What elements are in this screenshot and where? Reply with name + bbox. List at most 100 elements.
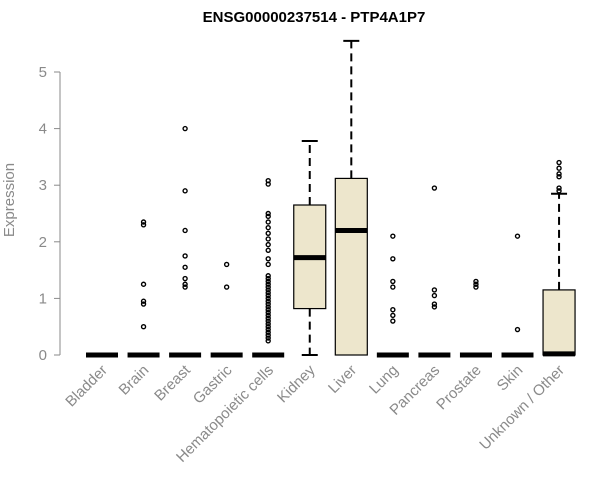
y-tick-label: 0	[39, 347, 47, 364]
box-body	[334, 177, 368, 356]
outlier-point	[390, 256, 396, 262]
box-body	[542, 289, 576, 356]
outlier-point	[556, 159, 562, 166]
box-group	[334, 39, 368, 356]
outlier-point	[265, 281, 271, 287]
outlier-point	[265, 224, 271, 231]
outlier-point	[265, 332, 271, 338]
outlier-point	[182, 281, 188, 287]
outlier-point	[182, 275, 188, 282]
x-tick-label: Bladder	[62, 362, 111, 411]
outlier-point	[265, 278, 271, 285]
outlier-point	[431, 292, 438, 299]
outlier-point	[390, 284, 396, 290]
x-tick-label: Liver	[325, 362, 360, 397]
outlier-point	[182, 188, 188, 194]
box-group	[501, 233, 534, 358]
outlier-point	[140, 281, 147, 287]
outlier-point	[265, 335, 271, 341]
outlier-point	[473, 284, 479, 290]
outlier-point	[265, 219, 271, 225]
outlier-point	[265, 256, 271, 262]
y-tick-label: 5	[39, 64, 47, 81]
box-group	[542, 159, 576, 357]
chart-title: ENSG00000237514 - PTP4A1P7	[203, 9, 426, 26]
outlier-point	[556, 165, 562, 171]
outlier-point	[265, 292, 271, 299]
x-tick-label: Kidney	[274, 361, 319, 406]
outlier-point	[431, 301, 438, 307]
outlier-point	[265, 290, 271, 296]
outlier-point	[140, 324, 147, 330]
outlier-point	[265, 230, 271, 237]
box-group	[376, 233, 409, 358]
outlier-point	[140, 298, 147, 304]
outlier-point	[265, 275, 271, 282]
outlier-point	[514, 233, 521, 239]
outlier-point	[182, 264, 188, 270]
y-tick-label: 2	[39, 234, 47, 251]
outlier-point	[140, 219, 147, 225]
outlier-point	[265, 247, 271, 253]
outlier-point	[265, 273, 271, 279]
outlier-point	[265, 338, 271, 344]
outlier-point	[390, 312, 396, 319]
outlier-point	[182, 253, 188, 259]
outlier-point	[140, 301, 147, 307]
outlier-point	[265, 309, 271, 316]
outlier-point	[473, 281, 479, 287]
x-tick-label: Brain	[116, 362, 153, 399]
y-axis-label: Expression	[1, 163, 18, 237]
outlier-point	[556, 174, 562, 180]
outlier-point	[556, 185, 562, 191]
box-group	[459, 278, 492, 358]
outlier-point	[182, 227, 188, 234]
outlier-point	[556, 188, 562, 194]
outlier-point	[390, 318, 396, 324]
box-group	[169, 125, 202, 358]
x-tick-label: Prostate	[433, 362, 485, 414]
outlier-point	[265, 301, 271, 307]
outlier-point	[182, 284, 188, 290]
outlier-point	[265, 213, 271, 220]
outlier-point	[140, 222, 147, 228]
outlier-point	[265, 321, 271, 327]
outlier-point	[265, 304, 271, 310]
x-tick-label: Skin	[494, 362, 527, 395]
boxes-layer	[86, 39, 576, 358]
outlier-point	[431, 287, 438, 293]
outlier-point	[265, 241, 271, 248]
outlier-point	[514, 326, 521, 333]
outlier-point	[223, 284, 230, 290]
outlier-point	[265, 298, 271, 304]
x-tick-label: Breast	[151, 361, 194, 404]
outlier-point	[431, 304, 438, 310]
outlier-point	[473, 278, 479, 285]
y-tick-label: 1	[39, 290, 47, 307]
outlier-point	[265, 307, 271, 313]
outlier-point	[265, 329, 271, 336]
outlier-point	[390, 278, 396, 285]
outlier-point	[390, 307, 396, 313]
y-tick-label: 4	[39, 121, 47, 138]
outlier-point	[265, 312, 271, 319]
outlier-point	[556, 171, 562, 177]
outlier-point	[265, 236, 271, 242]
y-axis: 0 1 2 3 4 5	[39, 64, 61, 364]
outlier-point	[265, 324, 271, 330]
outlier-point	[265, 315, 271, 321]
box-group	[210, 261, 243, 358]
outlier-point	[265, 318, 271, 324]
outlier-point	[265, 210, 271, 217]
box-group	[293, 140, 327, 356]
x-tick-label: Lung	[366, 362, 402, 398]
outlier-point	[265, 284, 271, 290]
box-group	[418, 185, 451, 358]
outlier-point	[182, 125, 188, 132]
outlier-point	[265, 261, 271, 268]
outlier-point	[265, 181, 271, 187]
outlier-point	[265, 326, 271, 333]
outlier-point	[390, 233, 396, 239]
